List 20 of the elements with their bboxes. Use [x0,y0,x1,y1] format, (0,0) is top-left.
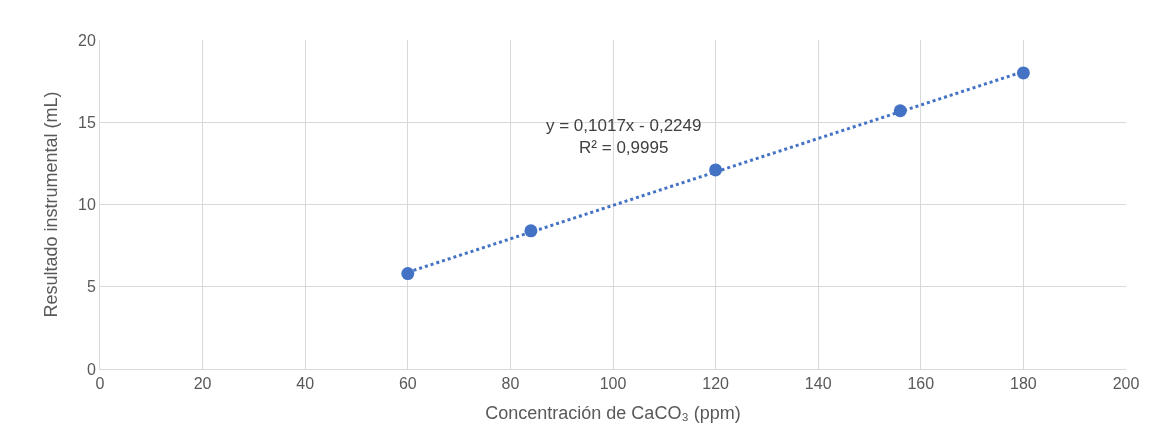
annotation: y = 0,1017x - 0,2249 R² = 0,9995 [546,116,702,158]
y-tick-label: 5 [86,278,96,296]
point [1016,66,1030,80]
point [401,267,415,281]
x-tick-label: 80 [501,375,520,393]
x-tick-label: 60 [398,375,417,393]
x-tick-label: 40 [296,375,315,393]
x-tick-label: 20 [193,375,212,393]
y-tick-label: 15 [78,113,96,131]
x-tick-label: 140 [804,375,832,393]
y-tick-label: 10 [78,196,96,214]
x-tick-label: 100 [599,375,627,393]
x-tick-label: 200 [1112,375,1140,393]
y-axis-title: Resultado instrumental (mL) [41,91,62,318]
x-tick-label: 120 [702,375,730,393]
x-axis-title: Concentración de CaCO₃ (ppm) [485,403,741,424]
y-tick-label: 20 [78,31,96,49]
x-tick-label: 160 [907,375,935,393]
x-tick-label: 180 [1010,375,1037,393]
y-tick-label: 0 [86,360,96,378]
